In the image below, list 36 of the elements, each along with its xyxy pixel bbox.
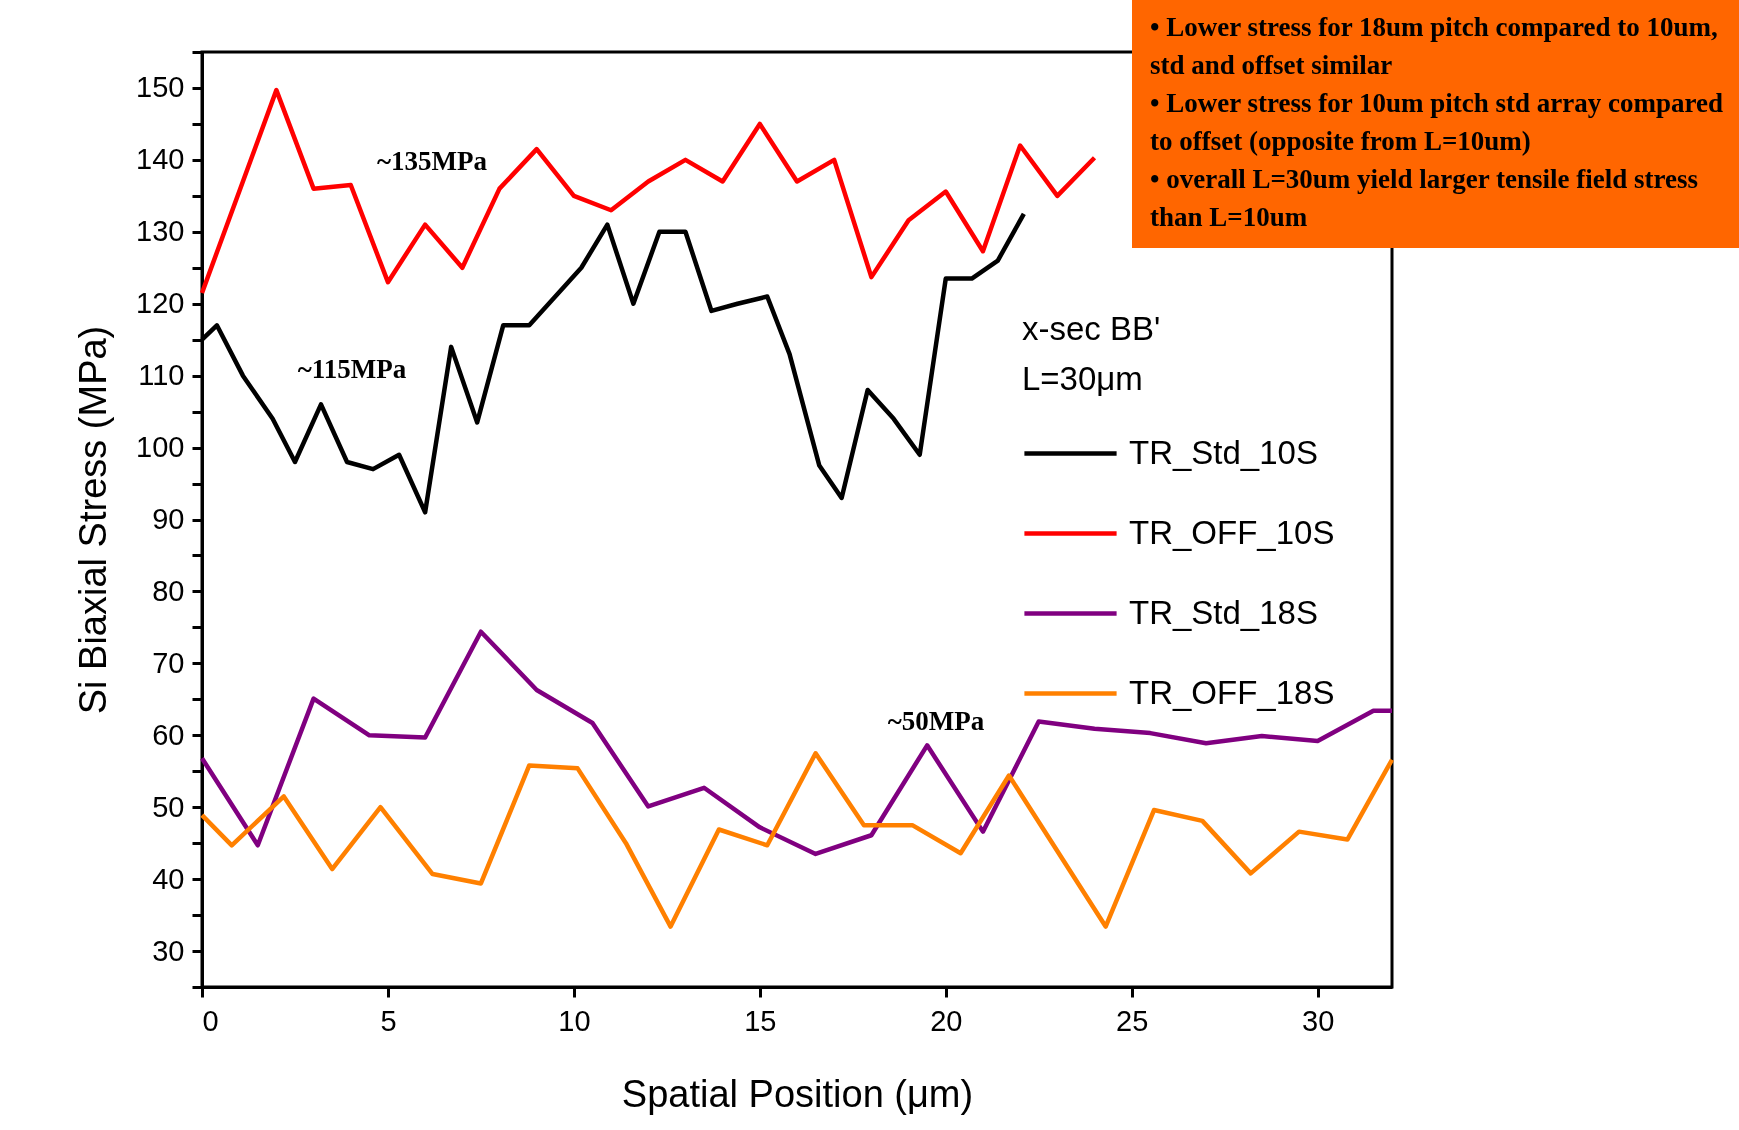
x-tick-label: 10: [558, 1004, 591, 1037]
annotation: ~135MPa: [376, 146, 488, 176]
annotation: ~50MPa: [887, 706, 985, 736]
y-tick-label: 30: [152, 934, 185, 967]
legend-label: TR_Std_10S: [1129, 433, 1318, 471]
x-tick-label: 0: [202, 1004, 219, 1037]
legend-label: TR_OFF_18S: [1129, 673, 1335, 711]
y-tick-label: 140: [136, 143, 185, 176]
annotation: • Lower stress for 10um pitch std array compared to offset (opposite from L=10um): [1150, 87, 1724, 158]
legend-title: x-sec BB' L=30μm: [1022, 310, 1161, 397]
x-tick-label: 30: [1301, 1004, 1335, 1037]
x-axis-title: Spatial Position (μm): [621, 1072, 974, 1115]
legend-label: TR_Std_18S: [1129, 593, 1318, 631]
annotation: ~115MPa: [297, 354, 407, 384]
y-tick-label: 50: [152, 790, 185, 823]
y-tick-label: 40: [152, 862, 185, 895]
x-tick-label: 5: [380, 1004, 397, 1037]
annotation: • Lower stress for 18um pitch compared to 10um, std and offset similar: [1150, 11, 1719, 82]
y-axis-title: Si Biaxial Stress (MPa): [72, 325, 115, 715]
y-tick-label: 120: [136, 287, 185, 320]
line-series: [199, 751, 1395, 929]
annotation: • overall L=30um yield larger tensile field stress than L=10um: [1150, 163, 1699, 234]
x-tick-label: 20: [930, 1004, 963, 1037]
x-tick-label: 15: [744, 1004, 777, 1037]
line-series: [199, 87, 1097, 296]
y-tick-label: 130: [136, 215, 185, 248]
y-tick-label: 100: [136, 431, 185, 464]
y-tick-label: 70: [152, 646, 185, 679]
x-tick-label: 25: [1116, 1004, 1149, 1037]
legend-label: TR_OFF_10S: [1129, 513, 1335, 551]
line-series: [199, 629, 1395, 857]
y-tick-label: 110: [138, 359, 185, 392]
y-tick-label: 80: [152, 574, 185, 607]
y-tick-label: 150: [136, 71, 185, 104]
y-tick-label: 90: [152, 503, 185, 535]
y-tick-label: 60: [152, 718, 185, 751]
